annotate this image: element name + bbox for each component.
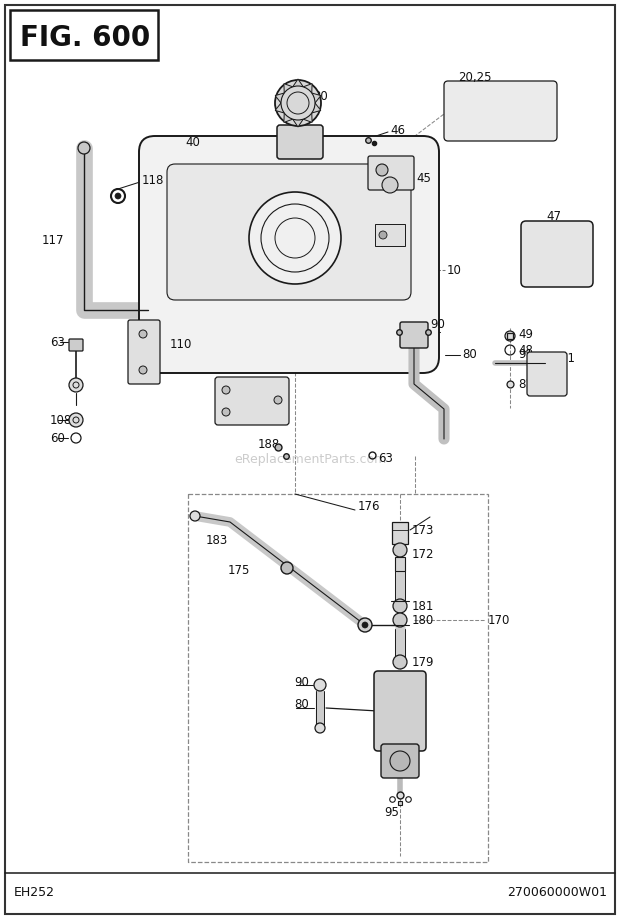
FancyBboxPatch shape	[381, 744, 419, 778]
Circle shape	[190, 511, 200, 521]
Text: 90: 90	[294, 675, 309, 688]
Circle shape	[275, 80, 321, 126]
Text: 188: 188	[258, 437, 280, 450]
Circle shape	[393, 613, 407, 627]
Text: 60: 60	[50, 432, 65, 445]
Circle shape	[314, 679, 326, 691]
Circle shape	[505, 331, 515, 341]
Text: 10: 10	[447, 264, 462, 277]
Circle shape	[139, 330, 147, 338]
Text: 170: 170	[488, 614, 510, 627]
Text: 46: 46	[390, 123, 405, 137]
Circle shape	[139, 366, 147, 374]
Text: 173: 173	[412, 524, 435, 537]
Text: 20,25: 20,25	[458, 72, 492, 85]
Circle shape	[222, 386, 230, 394]
Text: 175: 175	[228, 563, 250, 576]
FancyBboxPatch shape	[400, 322, 428, 348]
Circle shape	[281, 562, 293, 574]
FancyBboxPatch shape	[368, 156, 414, 190]
FancyBboxPatch shape	[277, 125, 323, 159]
FancyBboxPatch shape	[444, 81, 557, 141]
Circle shape	[376, 164, 388, 176]
Circle shape	[274, 396, 282, 404]
Bar	[375, 224, 405, 246]
Circle shape	[115, 193, 121, 199]
Text: 63: 63	[50, 335, 65, 348]
Text: 183: 183	[206, 534, 228, 547]
Text: 176: 176	[358, 500, 381, 513]
Text: 181: 181	[412, 599, 435, 612]
Text: 80: 80	[462, 348, 477, 361]
FancyBboxPatch shape	[527, 352, 567, 396]
Circle shape	[249, 192, 341, 284]
Text: 108: 108	[50, 414, 73, 426]
FancyBboxPatch shape	[521, 221, 593, 287]
FancyBboxPatch shape	[374, 671, 426, 751]
FancyBboxPatch shape	[139, 136, 439, 373]
Circle shape	[362, 622, 368, 628]
Text: 110: 110	[170, 337, 192, 350]
Text: FIG. 600: FIG. 600	[20, 24, 150, 52]
Polygon shape	[303, 113, 312, 122]
Text: 172: 172	[412, 548, 435, 561]
Polygon shape	[275, 93, 284, 103]
Text: 179: 179	[412, 655, 435, 668]
Circle shape	[382, 177, 398, 193]
Bar	[10, 10, 158, 60]
Circle shape	[222, 408, 230, 416]
Polygon shape	[284, 84, 293, 93]
Text: EH252: EH252	[14, 887, 55, 900]
Text: 49: 49	[518, 327, 533, 341]
Text: 45: 45	[416, 172, 431, 185]
Text: 80: 80	[294, 698, 309, 711]
Circle shape	[315, 723, 325, 733]
Text: 63: 63	[378, 451, 393, 464]
Text: 180: 180	[412, 614, 434, 627]
FancyBboxPatch shape	[128, 320, 160, 384]
FancyBboxPatch shape	[167, 164, 411, 300]
Text: 91: 91	[518, 348, 533, 361]
FancyBboxPatch shape	[69, 339, 83, 351]
Bar	[395, 557, 405, 571]
Text: 40: 40	[185, 135, 200, 149]
Circle shape	[69, 378, 83, 392]
Circle shape	[379, 231, 387, 239]
Polygon shape	[293, 79, 303, 86]
Text: 71: 71	[560, 351, 575, 365]
Text: 30: 30	[313, 89, 328, 103]
Circle shape	[393, 599, 407, 613]
Bar	[188, 494, 488, 862]
Text: 111: 111	[246, 405, 268, 418]
Text: 47: 47	[546, 210, 561, 222]
Polygon shape	[275, 103, 284, 113]
FancyBboxPatch shape	[215, 377, 289, 425]
Circle shape	[393, 655, 407, 669]
Text: 95: 95	[384, 805, 399, 819]
Polygon shape	[303, 84, 312, 93]
Polygon shape	[293, 119, 303, 127]
Text: 118: 118	[142, 174, 164, 187]
Circle shape	[281, 86, 315, 120]
Polygon shape	[312, 93, 321, 103]
Text: 270060000W01: 270060000W01	[507, 887, 607, 900]
Polygon shape	[312, 103, 321, 113]
Circle shape	[358, 618, 372, 632]
Circle shape	[69, 413, 83, 427]
Circle shape	[78, 142, 90, 154]
Text: 48: 48	[518, 344, 533, 357]
Text: 90: 90	[430, 317, 445, 331]
Text: eReplacementParts.com: eReplacementParts.com	[234, 453, 386, 467]
Bar	[392, 522, 408, 544]
Text: 81: 81	[518, 378, 533, 391]
Text: 117: 117	[42, 233, 64, 246]
Polygon shape	[284, 113, 293, 122]
Circle shape	[393, 543, 407, 557]
Circle shape	[390, 751, 410, 771]
